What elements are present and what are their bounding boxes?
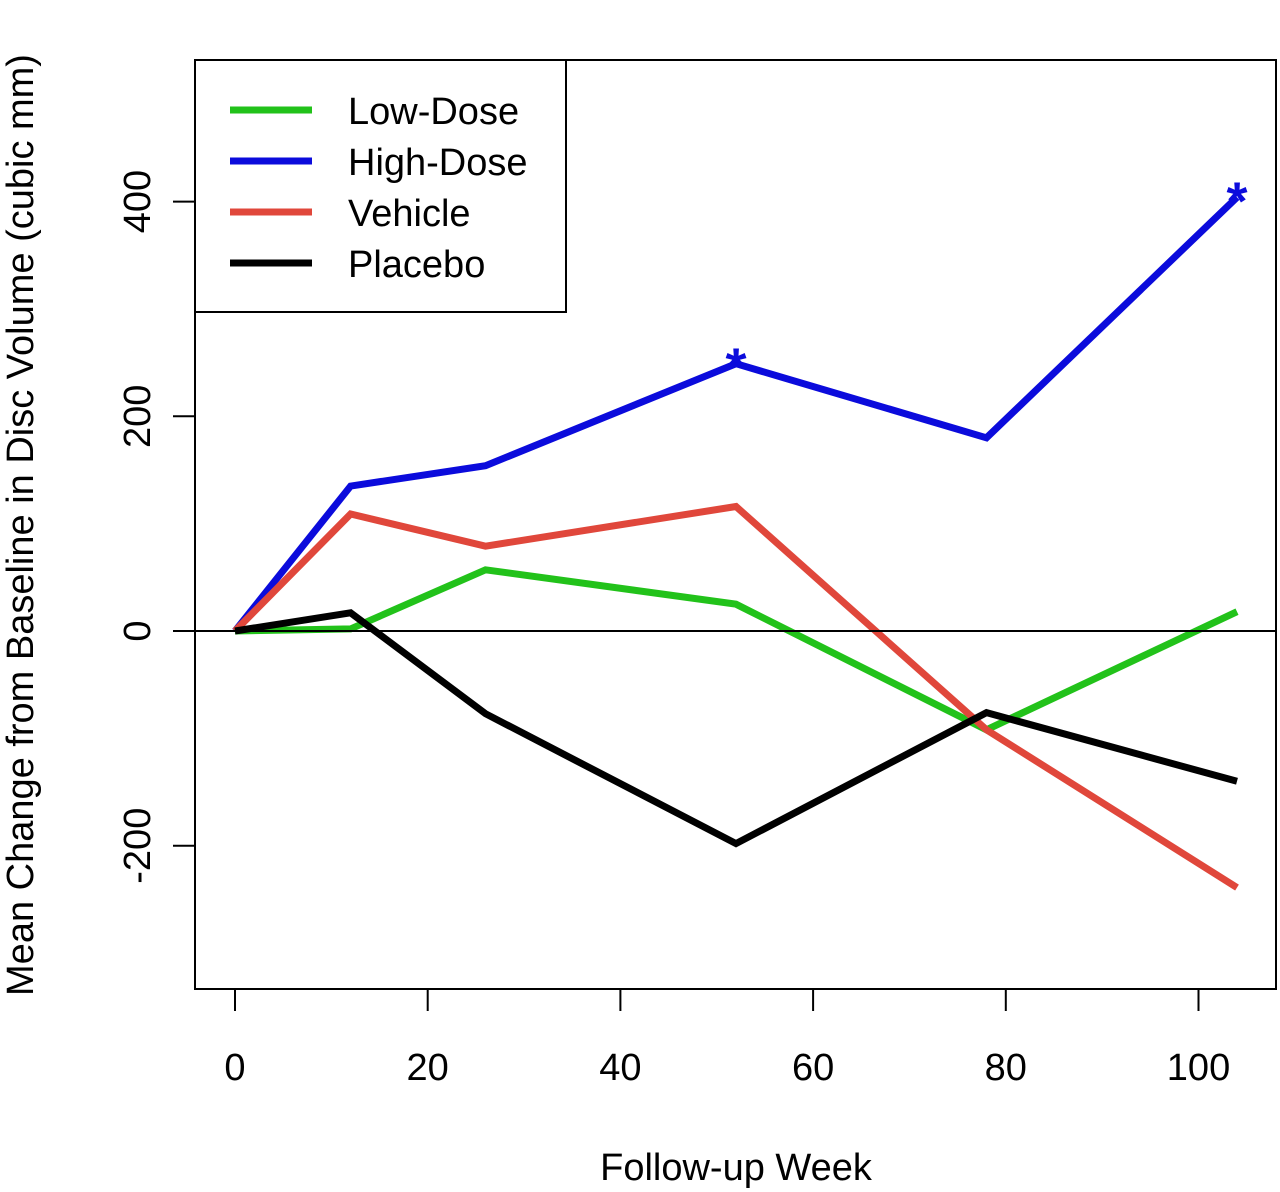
legend-label: Low-Dose (348, 91, 519, 133)
x-tick-label: 20 (407, 1047, 449, 1089)
y-tick-label: 400 (117, 170, 159, 233)
series-line-high-dose (232, 194, 1240, 634)
y-tick-label: -200 (117, 808, 159, 884)
series-line-placebo (234, 609, 1238, 848)
x-tick-label: 60 (792, 1047, 834, 1089)
y-axis: -200 0 200 400 (117, 170, 196, 884)
y-tick-label: 0 (117, 620, 159, 641)
series-line-low-dose (234, 566, 1239, 734)
legend-label: High-Dose (348, 142, 528, 184)
y-tick-label: 200 (117, 385, 159, 448)
significance-star: * (726, 338, 747, 398)
legend: Low-Dose High-Dose Vehicle Placebo (194, 59, 567, 313)
x-axis: 0 20 40 60 80 100 (224, 988, 1230, 1089)
x-tick-label: 80 (985, 1047, 1027, 1089)
x-tick-label: 0 (224, 1047, 245, 1089)
significance-annotations: ** (726, 171, 1248, 397)
legend-box (194, 59, 567, 313)
series-lines (232, 194, 1240, 891)
y-axis-title: Mean Change from Baseline in Disc Volume… (0, 54, 42, 996)
legend-label: Placebo (348, 244, 485, 286)
significance-star: * (1227, 171, 1248, 231)
legend-label: Vehicle (348, 193, 471, 235)
x-tick-label: 40 (599, 1047, 641, 1089)
series-line-vehicle (232, 502, 1239, 891)
x-axis-title: Follow-up Week (600, 1147, 873, 1189)
x-tick-label: 100 (1167, 1047, 1230, 1089)
